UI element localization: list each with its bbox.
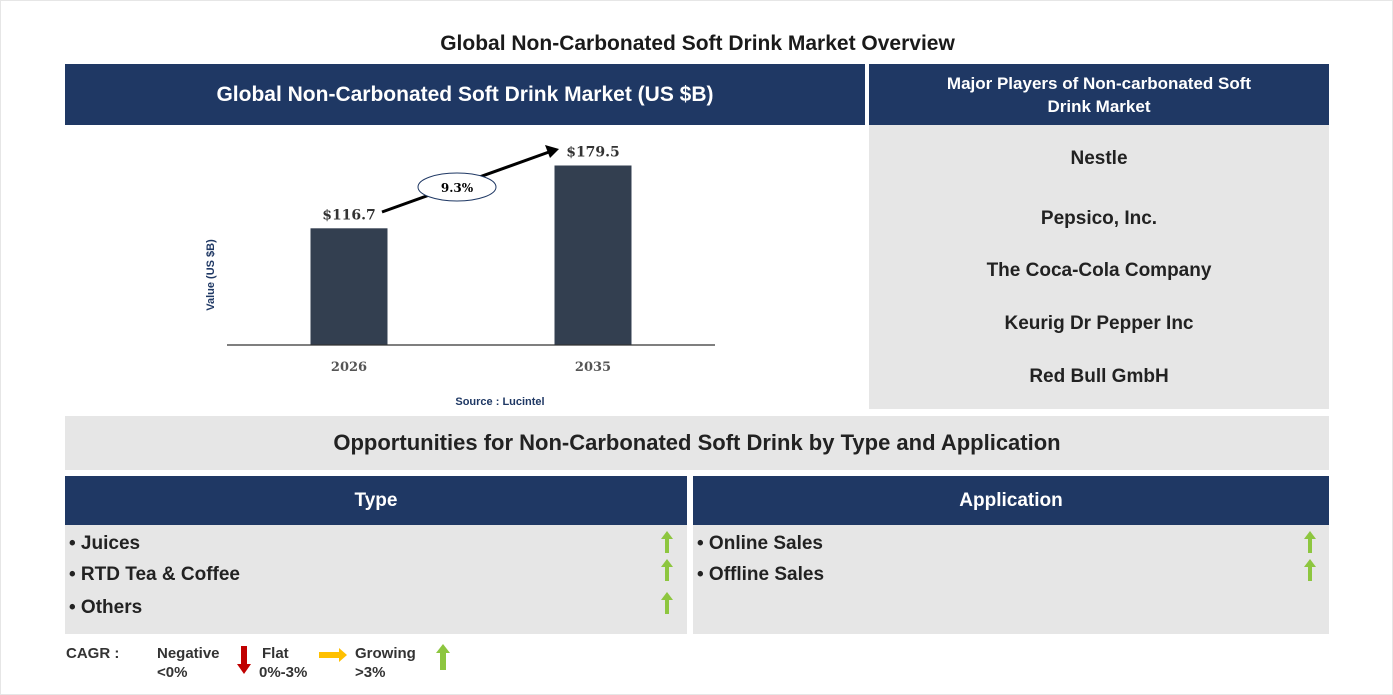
negative-arrow-icon [237, 646, 251, 674]
growing-arrow-icon [1304, 559, 1316, 581]
growing-arrow-icon [661, 592, 673, 614]
cagr-label: 9.3% [441, 181, 474, 195]
growing-arrow-icon [661, 559, 673, 581]
application-header: Application [693, 476, 1329, 525]
type-panel [65, 525, 687, 634]
opportunities-title: Opportunities for Non-Carbonated Soft Dr… [65, 416, 1329, 470]
growing-arrow-icon [436, 644, 450, 670]
bar-2035 [554, 165, 632, 345]
market-panel-header: Global Non-Carbonated Soft Drink Market … [65, 64, 865, 125]
player-item: Nestle [1070, 148, 1128, 169]
application-panel [693, 525, 1329, 634]
players-panel [869, 125, 1329, 409]
source-label: Source : Lucintel [455, 396, 544, 408]
legend-negative: Negative <0% [157, 644, 220, 682]
type-item: • RTD Tea & Coffee [69, 564, 240, 585]
bar-2026 [310, 228, 388, 345]
legend-negative-range: <0% [157, 664, 188, 681]
type-item: • Others [69, 597, 143, 618]
x-tick-label: 2035 [575, 360, 611, 375]
y-axis-label: Value (US $B) [205, 239, 217, 311]
player-item: Keurig Dr Pepper Inc [1004, 313, 1194, 334]
legend-growing-label: Growing [355, 645, 416, 662]
legend-negative-label: Negative [157, 645, 220, 662]
legend-growing-range: >3% [355, 664, 386, 681]
type-header: Type [65, 476, 687, 525]
data-label: $179.5 [566, 145, 620, 161]
legend-flat-range: 0%-3% [259, 664, 308, 681]
growing-arrow-icon [1304, 531, 1316, 553]
player-item: Red Bull GmbH [1029, 366, 1169, 387]
flat-arrow-icon [319, 648, 347, 662]
legend-flat-label: Flat [262, 645, 289, 662]
players-header: Major Players of Non-carbonated Soft Dri… [869, 64, 1329, 125]
data-label: $116.7 [322, 207, 376, 223]
type-item: • Juices [69, 533, 141, 554]
page-title: Global Non-Carbonated Soft Drink Market … [440, 32, 955, 55]
application-item: • Online Sales [697, 533, 823, 554]
cagr-bubble [417, 172, 497, 202]
legend-flat: Flat 0%-3% [259, 644, 307, 682]
player-item: The Coca-Cola Company [986, 260, 1212, 281]
cagr-arrowhead [545, 145, 559, 158]
legend-growing: Growing >3% [355, 644, 416, 682]
player-item: Pepsico, Inc. [1040, 208, 1158, 229]
x-tick-label: 2026 [331, 360, 367, 375]
legend-label: CAGR : [66, 645, 120, 662]
growing-arrow-icon [661, 531, 673, 553]
application-item: • Offline Sales [697, 564, 825, 585]
